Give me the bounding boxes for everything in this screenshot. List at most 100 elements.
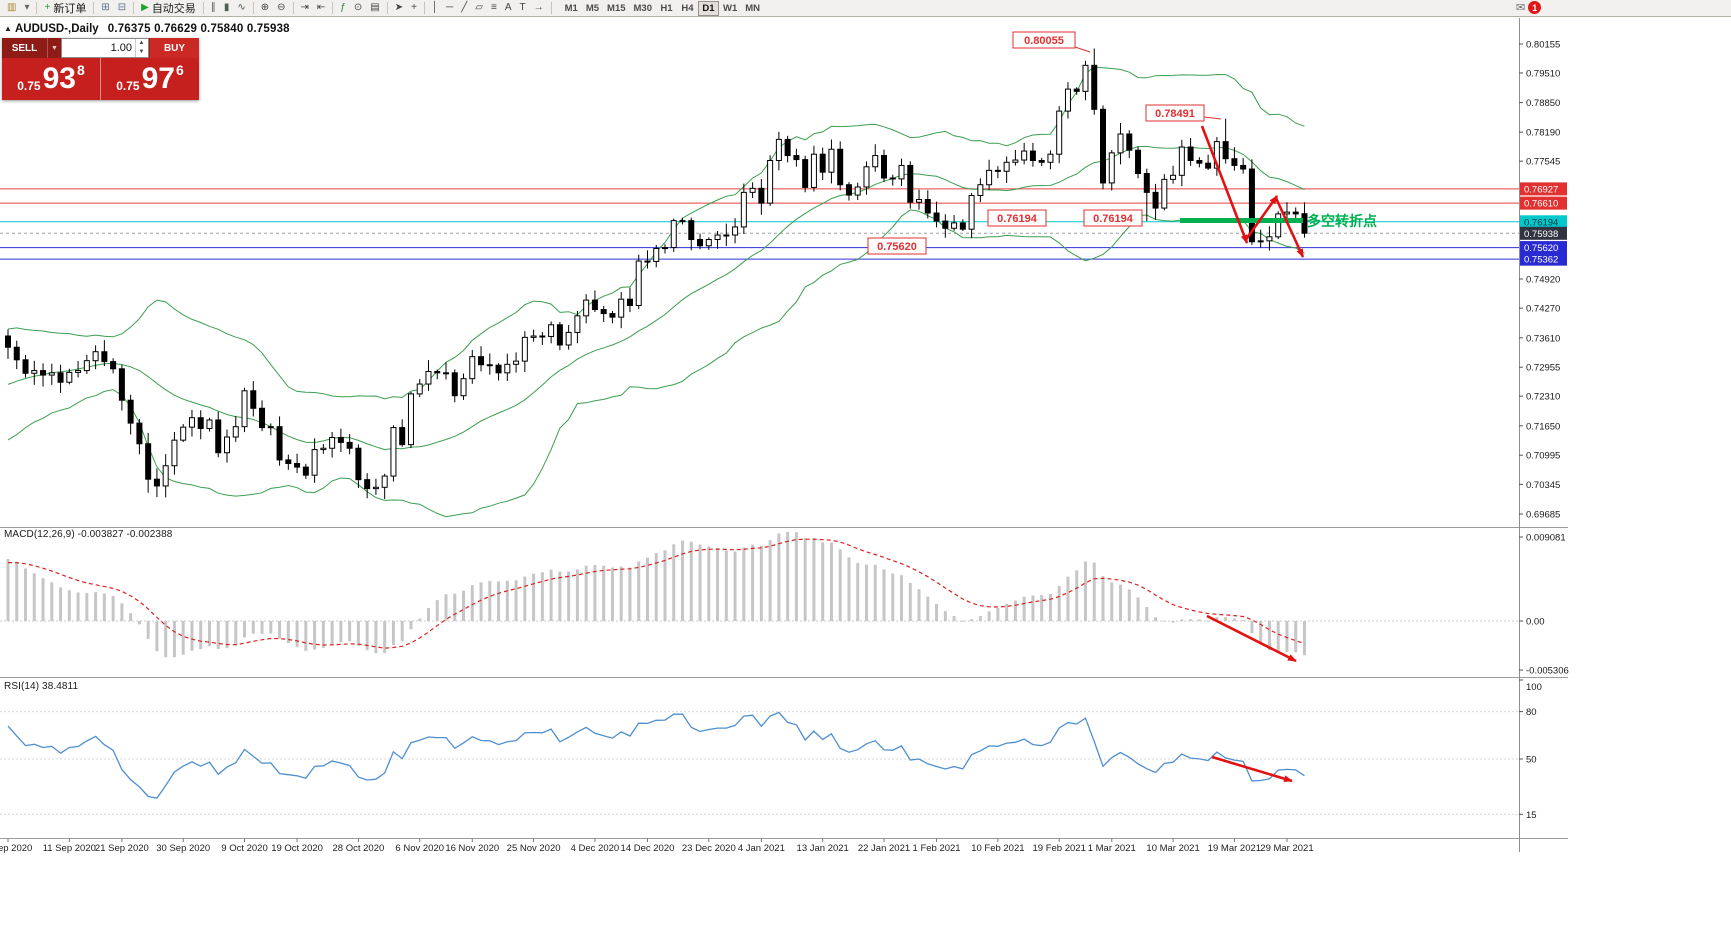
candle-body xyxy=(644,260,651,263)
stepper-up-icon[interactable]: ▲ xyxy=(138,40,145,46)
macd-bar xyxy=(269,621,273,634)
turning-point-annotation[interactable]: 多空转折点 xyxy=(1307,213,1377,229)
red-arrow-object[interactable] xyxy=(1206,614,1297,663)
red-arrow-object[interactable] xyxy=(1211,755,1293,783)
price-callout-box[interactable] xyxy=(1145,104,1205,122)
date-axis-label: 29 Mar 2021 xyxy=(1260,843,1313,854)
price-callout-box[interactable] xyxy=(1083,209,1143,227)
new-chart-icon[interactable]: ▥ xyxy=(3,1,20,16)
candle-body xyxy=(863,166,870,188)
stepper-down-icon[interactable]: ▼ xyxy=(138,49,145,55)
auto-trading-label: 自动交易 xyxy=(151,3,196,15)
price-tag-label: 0.76194 xyxy=(1524,217,1558,228)
buy-button[interactable]: BUY xyxy=(149,38,199,58)
timeframe-m1[interactable]: M1 xyxy=(564,2,578,14)
text-icon[interactable]: A xyxy=(501,1,516,16)
macd-bar xyxy=(900,575,904,621)
notification-badge[interactable]: 1 xyxy=(1528,1,1542,14)
macd-bar xyxy=(1031,595,1035,621)
rsi-axis-label: 50 xyxy=(1526,755,1537,766)
horizontal-line-icon[interactable]: ─ xyxy=(442,1,457,16)
vertical-line-icon[interactable]: │ xyxy=(428,1,442,16)
macd-bar xyxy=(549,569,553,621)
macd-bar xyxy=(15,562,19,621)
macd-bar xyxy=(707,546,711,621)
text-label-icon[interactable]: T xyxy=(516,1,530,16)
equidistant-channel-icon[interactable]: ▱ xyxy=(471,1,487,16)
volume-stepper[interactable]: ▲ ▼ xyxy=(135,39,147,57)
auto-scroll-glyph: ⇥ xyxy=(300,2,309,13)
periods-icon[interactable]: ⊙ xyxy=(350,1,366,16)
macd-bar xyxy=(41,578,45,621)
cursor-glyph: ➤ xyxy=(394,2,404,13)
red-arrow-object[interactable] xyxy=(1274,197,1305,258)
notifications-icon[interactable]: ✉ xyxy=(1516,2,1526,14)
cursor-icon[interactable]: ➤ xyxy=(391,1,407,16)
sell-price[interactable]: 0.75 93 8 xyxy=(2,58,101,100)
volume-input[interactable]: 1.00 ▲ ▼ xyxy=(61,38,149,58)
price-callout-box[interactable] xyxy=(1012,31,1076,49)
candlestick-mode-icon[interactable]: ▮ xyxy=(220,1,234,16)
text-glyph: A xyxy=(504,2,512,13)
zoom-in-icon[interactable]: ⊕ xyxy=(257,1,273,16)
macd-bar xyxy=(742,547,746,621)
auto-scroll-icon[interactable]: ⇥ xyxy=(297,1,313,16)
macd-bar xyxy=(917,589,921,621)
bar-chart-mode-icon[interactable]: ∥ xyxy=(207,1,220,16)
sell-button[interactable]: SELL xyxy=(2,38,47,58)
arrows-tool-icon[interactable]: → xyxy=(530,1,548,16)
timeframe-m15[interactable]: M15 xyxy=(607,2,626,14)
price-callout-box[interactable] xyxy=(867,237,927,255)
price-tag xyxy=(1520,241,1567,255)
auto-trading-button[interactable]: ▶ 自动交易 xyxy=(137,1,200,16)
buy-price[interactable]: 0.75 97 6 xyxy=(101,58,199,100)
candle-body xyxy=(285,459,292,464)
market-watch-icon[interactable]: ⊞ xyxy=(97,1,113,16)
macd-bar xyxy=(777,533,781,621)
timeframe-mn[interactable]: MN xyxy=(745,2,761,14)
candle-body xyxy=(1301,213,1308,234)
candle-body xyxy=(530,335,537,338)
templates-icon[interactable]: ▤ xyxy=(366,1,383,16)
crosshair-icon[interactable]: + xyxy=(407,1,421,16)
red-arrow-object[interactable] xyxy=(1200,125,1249,244)
macd-bar xyxy=(50,582,54,621)
sell-dropdown-icon[interactable]: ▼ xyxy=(47,38,61,58)
timeframe-w1[interactable]: W1 xyxy=(723,2,738,14)
macd-bar xyxy=(190,621,194,651)
macd-bar xyxy=(94,592,98,621)
timeframe-m5[interactable]: M5 xyxy=(585,2,600,14)
one-click-collapse-icon[interactable]: ▲ xyxy=(4,24,12,33)
line-chart-mode-icon[interactable]: ∿ xyxy=(233,1,249,16)
macd-bar xyxy=(891,573,895,621)
timeframe-m30[interactable]: M30 xyxy=(633,2,652,14)
zoom-out-icon[interactable]: ⊖ xyxy=(273,1,289,16)
macd-bar xyxy=(207,621,211,647)
candle-body xyxy=(337,436,344,443)
candle-body xyxy=(977,184,984,197)
price-tag-label: 0.75938 xyxy=(1524,229,1558,240)
fibonacci-retracement-icon[interactable]: ≡ xyxy=(487,1,501,16)
candlestick-mode-glyph: ▮ xyxy=(223,2,230,13)
macd-bar xyxy=(365,621,369,651)
macd-bar xyxy=(1302,621,1306,656)
macd-bar xyxy=(908,583,912,621)
timeframe-d1[interactable]: D1 xyxy=(698,0,719,16)
macd-bar xyxy=(768,540,772,621)
chart-shift-icon[interactable]: ⇤ xyxy=(313,1,329,16)
price-callout-box[interactable] xyxy=(987,209,1047,227)
macd-bar xyxy=(1224,617,1228,621)
timeframe-h1[interactable]: H1 xyxy=(660,2,673,14)
red-arrow-object[interactable] xyxy=(1243,195,1279,242)
macd-bar xyxy=(786,531,790,621)
new-order-button[interactable]: + 新订单 xyxy=(40,1,90,16)
data-window-icon[interactable]: ⊟ xyxy=(114,1,130,16)
candle-body xyxy=(942,220,949,229)
indicators-icon[interactable]: ƒ xyxy=(336,1,350,16)
trendline-icon[interactable]: ╱ xyxy=(457,1,471,16)
macd-bar xyxy=(1162,620,1166,622)
macd-bar xyxy=(794,532,798,621)
macd-bar xyxy=(1040,595,1044,621)
chart-profiles-icon[interactable]: ▾ xyxy=(20,1,33,16)
timeframe-h4[interactable]: H4 xyxy=(681,2,694,14)
